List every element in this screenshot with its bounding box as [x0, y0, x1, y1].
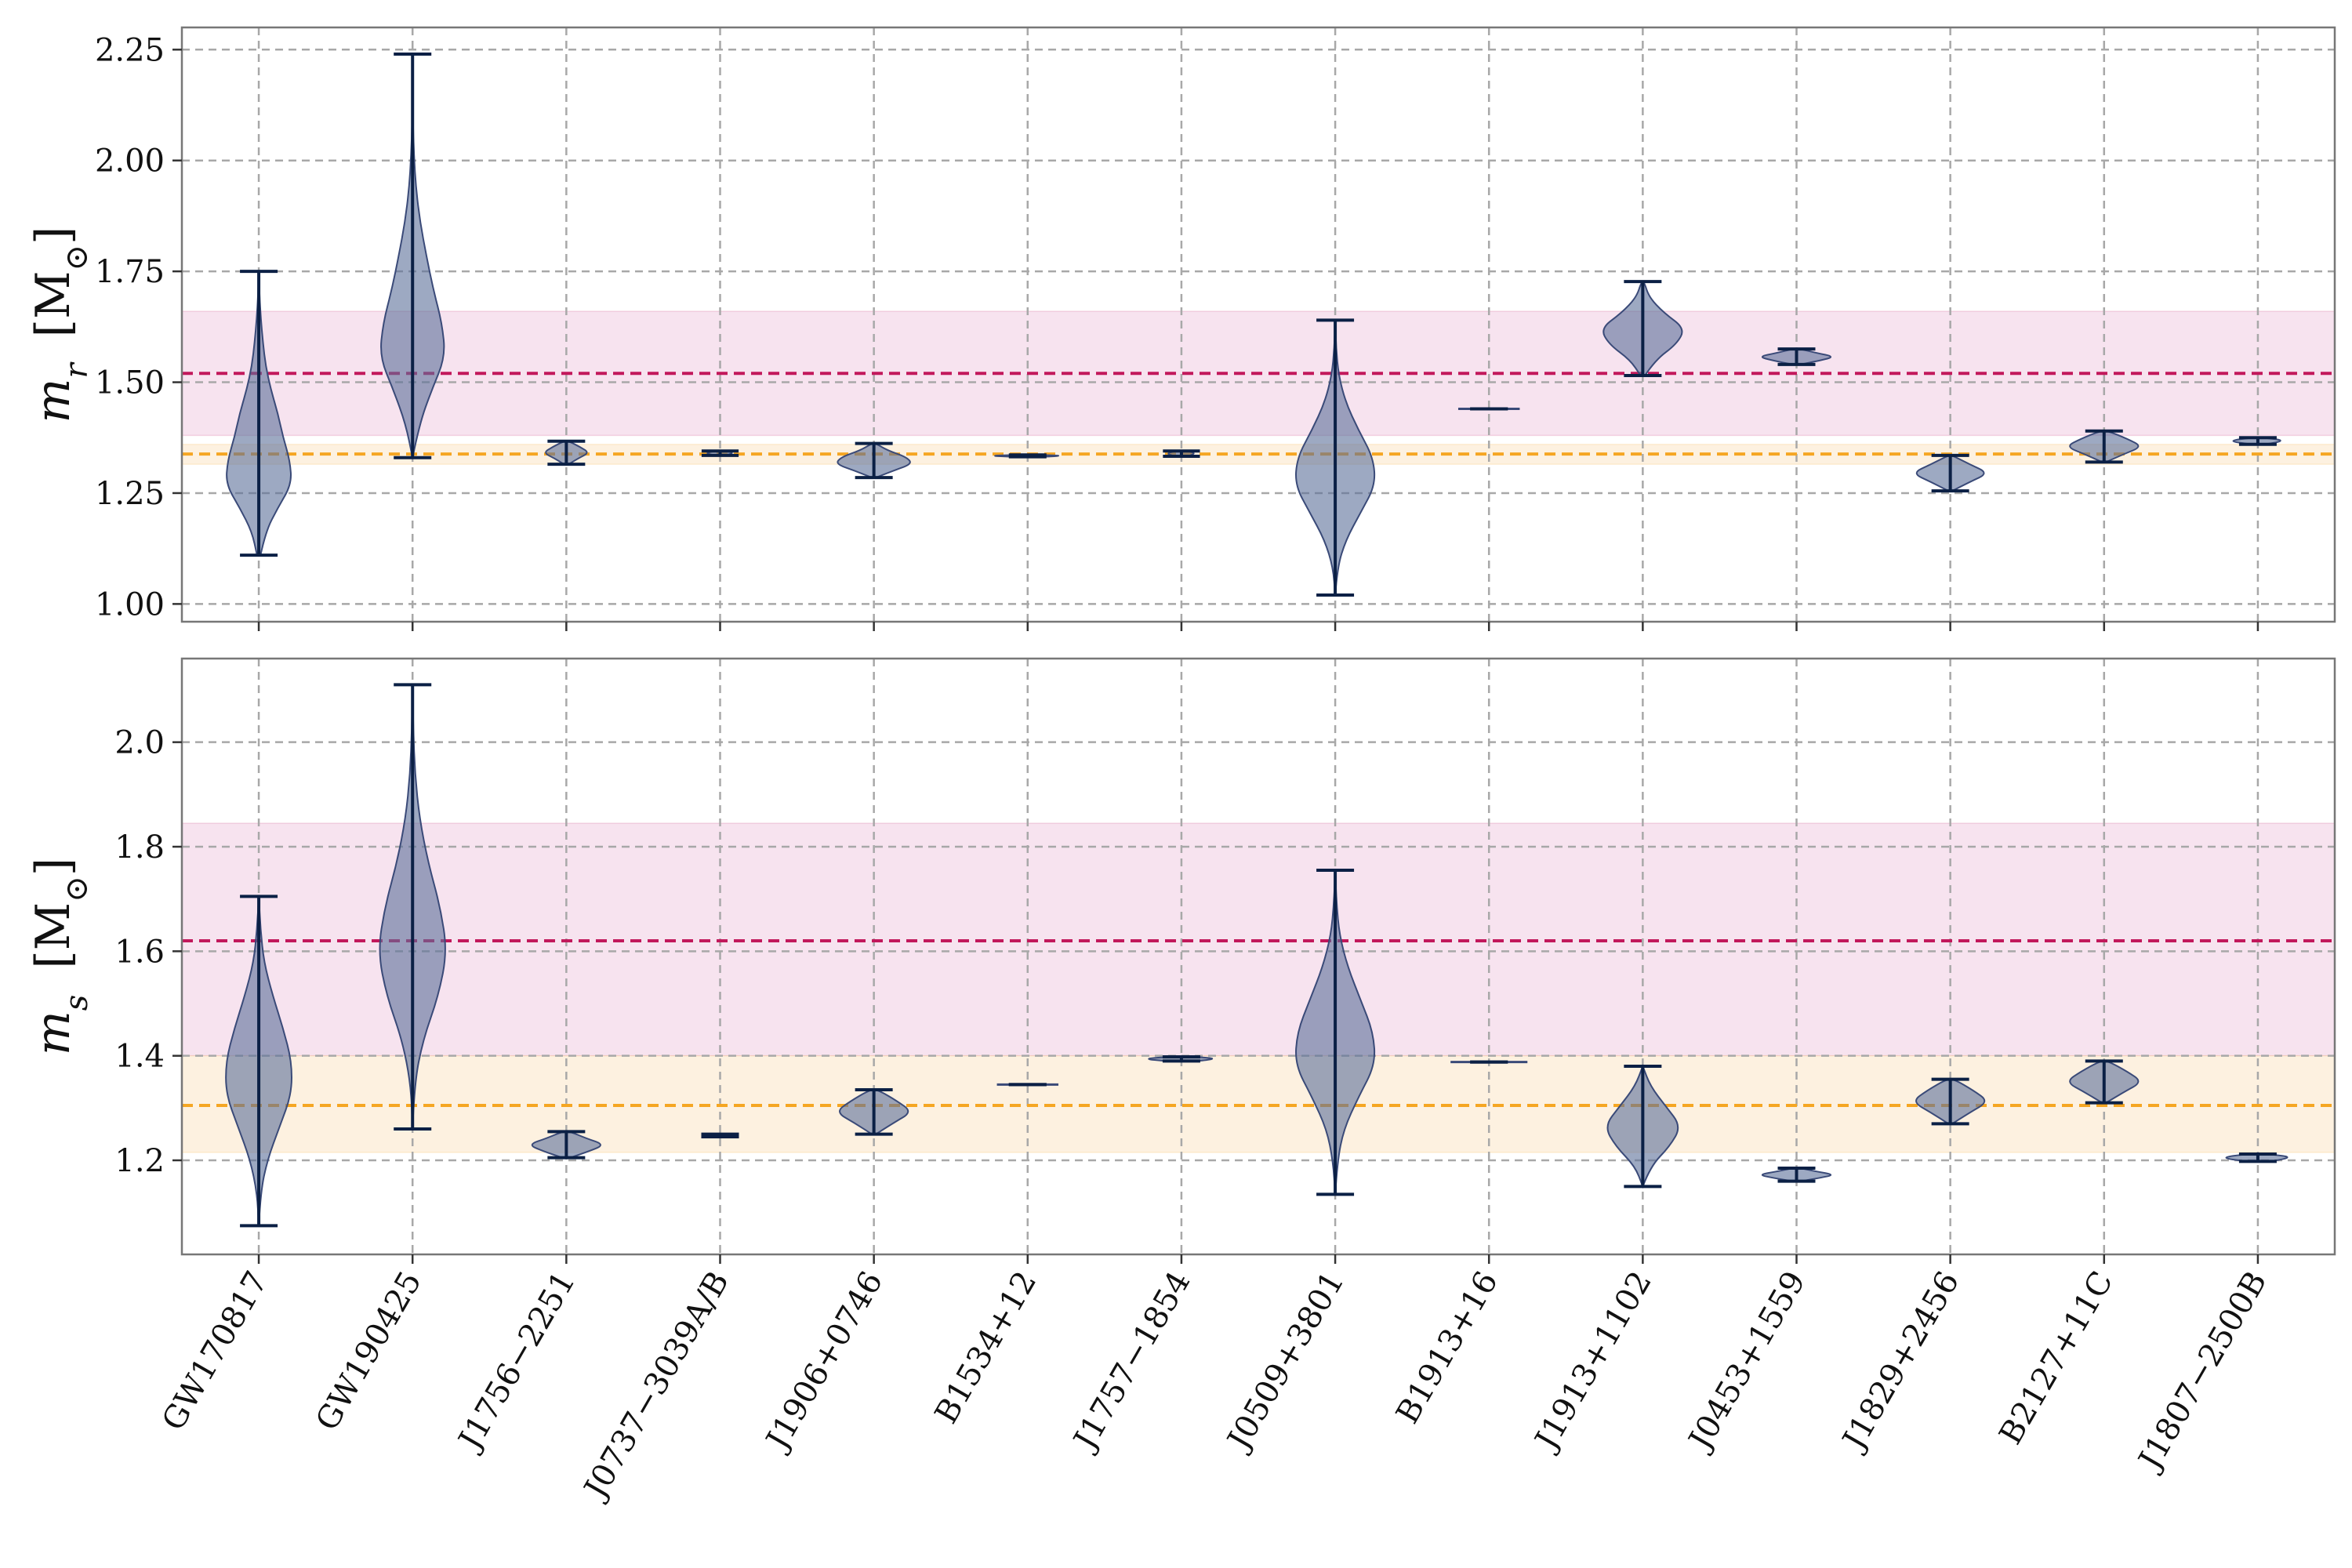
violin-b1534-12: [994, 453, 1059, 459]
violin-j1906-0746: [839, 1088, 909, 1136]
violin-j1913-1102: [1602, 280, 1683, 378]
violin-j1829-2456: [1915, 1077, 1986, 1126]
violin-j0509-3801: [1295, 869, 1376, 1196]
violin-j1757-1854: [1148, 1055, 1214, 1063]
violin-j1913-1102: [1606, 1064, 1679, 1189]
x-tick-label: B1534+12: [928, 1265, 1044, 1430]
plot-frame: [180, 657, 2336, 1256]
violin-j1756-2251: [545, 439, 588, 466]
x-tick-label: J0509+3801: [1219, 1265, 1351, 1458]
x-tick-label: J1807−2500B: [2130, 1265, 2274, 1478]
y-tick-label: 2.00: [95, 143, 165, 180]
x-tick-label: J1757−1854: [1065, 1265, 1197, 1458]
violin-j0737-3039a-b: [701, 449, 739, 457]
y-tick-label: 1.2: [114, 1143, 165, 1179]
violin-j0453-1559: [1761, 347, 1832, 366]
y-tick-label: 1.50: [95, 365, 165, 401]
violin-j1757-1854: [1163, 449, 1200, 459]
x-tick-label: B2127+11C: [1992, 1265, 2120, 1450]
violin-j1807-2500b: [2232, 436, 2281, 446]
x-tick-label: J1756−2251: [451, 1265, 583, 1458]
x-tick-label: J0453+1559: [1681, 1265, 1813, 1458]
x-tick-label: B1913+16: [1389, 1265, 1505, 1430]
y-tick-label: 1.4: [114, 1039, 165, 1075]
x-tick-label: J1913+1102: [1527, 1265, 1659, 1458]
violin-gw190425: [379, 683, 446, 1131]
violin-j0737-3039a-b: [701, 1132, 739, 1138]
y-axis-label: mr [M⊙]: [26, 227, 95, 423]
y-tick-label: 2.25: [95, 32, 165, 68]
violin-j1807-2500b: [2225, 1152, 2288, 1163]
y-tick-label: 1.00: [95, 586, 165, 622]
x-tick-label: J1829+2456: [1835, 1265, 1966, 1458]
violin-gw170817: [225, 895, 292, 1228]
violin-gw190425: [380, 52, 445, 459]
violin-j0509-3801: [1295, 318, 1376, 597]
x-tick-label: J0737−3039A/B: [576, 1265, 736, 1507]
violin-b2127-11c: [2069, 1059, 2140, 1105]
x-tick-label: GW190425: [309, 1265, 429, 1437]
x-tick-label: J1906+0746: [758, 1265, 890, 1458]
violin-j1756-2251: [531, 1130, 601, 1160]
violin-j1906-0746: [837, 441, 911, 480]
plot-frame: [180, 26, 2336, 623]
x-tick-label: GW170817: [155, 1265, 275, 1437]
violin-b2127-11c: [2069, 429, 2140, 464]
y-tick-label: 1.6: [114, 934, 165, 970]
y-tick-label: 1.8: [114, 829, 165, 866]
violin-gw170817: [226, 270, 292, 557]
y-tick-label: 1.25: [95, 476, 165, 512]
violin-j1829-2456: [1915, 453, 1985, 493]
y-tick-label: 1.75: [95, 254, 165, 290]
y-tick-label: 2.0: [114, 725, 165, 761]
panel-primary-mass: 1.00 1.25 1.50 1.75 2.00 2.25 mr [M⊙]: [26, 26, 2336, 631]
panel-secondary-mass: 1.2 1.4 1.6 1.8 2.0 ms [M⊙]: [26, 657, 2336, 1264]
y-axis-label: ms [M⊙]: [26, 858, 95, 1055]
violin-j0453-1559: [1761, 1167, 1832, 1183]
